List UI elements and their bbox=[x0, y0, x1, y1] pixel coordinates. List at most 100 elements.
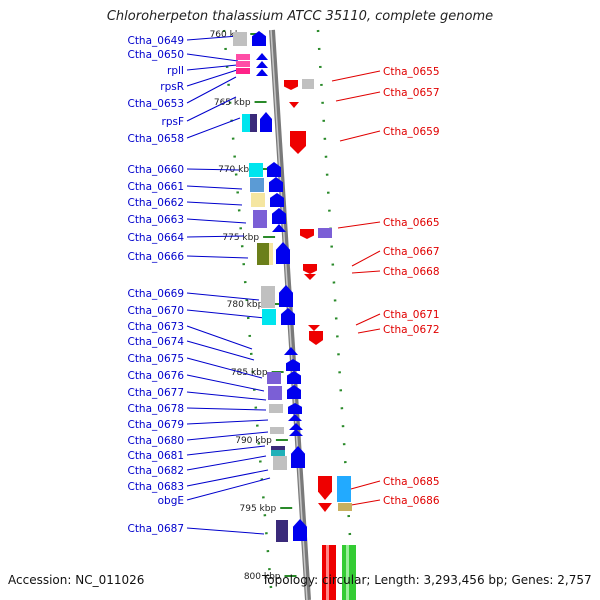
gene-label-ctha_0653: Ctha_0653 bbox=[127, 98, 184, 110]
gene-block bbox=[273, 456, 287, 470]
gene-block bbox=[242, 114, 250, 132]
leader-lines bbox=[186, 35, 381, 535]
leader-line bbox=[186, 53, 239, 62]
gene-block bbox=[271, 446, 285, 450]
gene-arrow-forward bbox=[269, 177, 283, 192]
gene-arrow-forward bbox=[256, 53, 268, 60]
leader-line bbox=[355, 313, 381, 326]
gene-arrow-forward bbox=[260, 112, 272, 132]
gene-arrow-forward bbox=[272, 224, 286, 232]
tick-label: 790 kbp bbox=[235, 436, 272, 446]
gene-block bbox=[250, 178, 264, 192]
leader-line bbox=[186, 325, 253, 350]
leader-line bbox=[351, 250, 381, 267]
tick-label: 775 kbp bbox=[222, 233, 259, 243]
gene-label-ctha_0663: Ctha_0663 bbox=[127, 214, 184, 226]
gene-label-rpli: rplI bbox=[167, 65, 184, 77]
tick-label: 780 kbp bbox=[227, 300, 264, 310]
gene-block bbox=[276, 520, 288, 542]
gene-block bbox=[269, 404, 283, 413]
gene-arrow-forward bbox=[252, 31, 266, 46]
leader-line bbox=[186, 309, 266, 319]
gene-label-ctha_0671: Ctha_0671 bbox=[383, 309, 440, 321]
gene-arrow-forward bbox=[289, 423, 303, 430]
gene-block bbox=[250, 114, 257, 132]
gene-label-rpsf: rpsF bbox=[162, 116, 185, 128]
gene-label-ctha_0683: Ctha_0683 bbox=[127, 481, 184, 493]
gene-label-ctha_0680: Ctha_0680 bbox=[127, 435, 184, 447]
gene-block bbox=[326, 545, 329, 600]
gene-block bbox=[236, 68, 250, 74]
leader-line bbox=[337, 221, 381, 229]
leader-line bbox=[186, 419, 269, 425]
gene-arrow-reverse bbox=[300, 229, 314, 239]
map-title: Chloroherpeton thalassium ATCC 35110, co… bbox=[106, 9, 494, 24]
gene-label-ctha_0659: Ctha_0659 bbox=[383, 126, 440, 138]
gene-block bbox=[346, 545, 349, 600]
leader-line bbox=[351, 270, 381, 274]
leader-line bbox=[186, 527, 265, 535]
gene-labels: Ctha_0649 Ctha_0650 rplI rpsR Ctha_0653 rpsF C… bbox=[127, 35, 439, 535]
gene-label-ctha_0678: Ctha_0678 bbox=[127, 403, 184, 415]
gene-arrow-reverse bbox=[304, 274, 316, 280]
gene-arrow-forward bbox=[291, 446, 305, 468]
leader-line bbox=[186, 64, 238, 71]
leader-line bbox=[186, 201, 243, 206]
gene-arrow-reverse bbox=[284, 80, 298, 90]
gene-arrow-forward bbox=[270, 193, 284, 207]
gene-arrow-forward bbox=[286, 359, 300, 371]
gene-arrow-forward bbox=[256, 61, 268, 68]
gene-arrow-forward bbox=[287, 371, 301, 384]
leader-line bbox=[186, 76, 237, 104]
gene-label-ctha_0675: Ctha_0675 bbox=[127, 353, 184, 365]
gene-label-ctha_0685: Ctha_0685 bbox=[383, 476, 440, 488]
leader-line bbox=[186, 255, 249, 259]
gene-features bbox=[233, 31, 356, 600]
gene-block bbox=[337, 476, 351, 502]
gene-label-ctha_0674: Ctha_0674 bbox=[127, 336, 184, 348]
leader-line bbox=[331, 70, 381, 82]
gene-block bbox=[267, 372, 281, 384]
gene-arrow-reverse bbox=[318, 503, 332, 512]
gene-arrow-reverse bbox=[308, 325, 320, 331]
gene-block bbox=[302, 79, 314, 89]
gene-arrow-forward bbox=[267, 162, 281, 177]
gene-label-ctha_0681: Ctha_0681 bbox=[127, 450, 184, 462]
gene-label-ctha_0665: Ctha_0665 bbox=[383, 217, 440, 229]
leader-line bbox=[335, 91, 381, 102]
leader-line bbox=[186, 117, 241, 139]
gene-arrow-forward bbox=[276, 242, 290, 264]
gene-label-ctha_0673: Ctha_0673 bbox=[127, 321, 184, 333]
gene-label-ctha_0672: Ctha_0672 bbox=[383, 324, 440, 336]
leader-line bbox=[186, 168, 240, 171]
leader-line bbox=[186, 407, 267, 411]
gene-label-rpsr: rpsR bbox=[160, 81, 184, 93]
tick-label: 785 kbp bbox=[231, 368, 268, 378]
gene-label-ctha_0664: Ctha_0664 bbox=[127, 232, 184, 244]
leader-line bbox=[186, 445, 266, 456]
gene-block bbox=[338, 503, 352, 511]
gene-arrow-reverse bbox=[303, 264, 317, 274]
gene-block bbox=[251, 193, 265, 207]
tick-label: 800 kbp bbox=[244, 572, 281, 582]
gene-block bbox=[270, 427, 284, 434]
gene-arrow-reverse bbox=[309, 331, 323, 345]
accession-label: Accession: NC_011026 bbox=[8, 573, 145, 587]
tick-label: 795 kbp bbox=[240, 504, 277, 514]
gene-arrow-forward bbox=[281, 308, 295, 325]
gene-arrow-forward bbox=[289, 429, 303, 436]
gene-block bbox=[269, 243, 273, 265]
gene-block bbox=[236, 54, 250, 60]
leader-line bbox=[186, 96, 237, 122]
gene-label-ctha_0679: Ctha_0679 bbox=[127, 419, 184, 431]
gene-label-ctha_0676: Ctha_0676 bbox=[127, 370, 184, 382]
leader-line bbox=[186, 431, 269, 441]
gene-label-ctha_0658: Ctha_0658 bbox=[127, 133, 184, 145]
leader-line bbox=[186, 35, 239, 41]
gene-block bbox=[271, 450, 285, 456]
leader-line bbox=[357, 328, 381, 334]
gene-arrow-reverse bbox=[290, 131, 306, 154]
